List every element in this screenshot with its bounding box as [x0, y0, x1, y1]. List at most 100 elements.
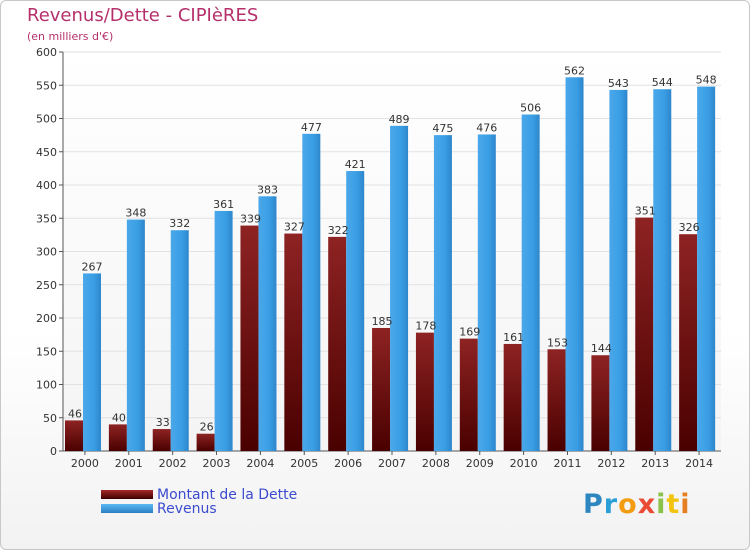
bar-dette [503, 343, 522, 451]
data-label-revenus: 475 [432, 122, 453, 135]
logo-letter: r [603, 489, 619, 520]
bar-revenus [390, 125, 409, 451]
data-label-revenus: 332 [169, 217, 190, 230]
y-tick-label: 250 [36, 279, 57, 292]
bar-revenus [214, 210, 233, 451]
bar-dette [372, 327, 391, 451]
logo-letter: t [666, 489, 681, 520]
legend-label-revenus: Revenus [157, 501, 217, 517]
bar-dette [591, 355, 610, 451]
data-label-dette: 327 [284, 221, 305, 234]
x-tick-label: 2008 [422, 457, 450, 470]
y-tick-label: 100 [36, 379, 57, 392]
bar-revenus [521, 114, 540, 451]
bar-revenus [653, 89, 672, 452]
x-tick-label: 2010 [510, 457, 538, 470]
x-tick-label: 2012 [597, 457, 625, 470]
bar-dette [415, 332, 434, 451]
data-label-dette: 185 [372, 315, 393, 328]
x-tick-label: 2009 [466, 457, 494, 470]
x-tick-label: 2014 [685, 457, 713, 470]
legend-label-dette: Montant de la Dette [157, 487, 298, 503]
data-label-dette: 339 [240, 213, 261, 226]
y-tick-label: 300 [36, 246, 57, 259]
data-label-dette: 40 [112, 411, 126, 424]
data-label-dette: 169 [459, 326, 480, 339]
x-tick-label: 2001 [115, 457, 143, 470]
x-tick-label: 2000 [71, 457, 99, 470]
data-label-revenus: 544 [652, 76, 673, 89]
bar-revenus [477, 134, 496, 451]
bar-dette [635, 217, 654, 451]
bar-dette [328, 236, 347, 451]
chart-subtitle: (en milliers d'€) [27, 30, 114, 43]
data-label-dette: 153 [547, 336, 568, 349]
bar-revenus [565, 77, 584, 452]
data-label-dette: 322 [328, 224, 349, 237]
data-label-revenus: 562 [564, 64, 585, 77]
x-tick-label: 2002 [159, 457, 187, 470]
logo-letter: P [583, 489, 604, 520]
y-tick-label: 500 [36, 113, 57, 126]
data-label-dette: 26 [200, 421, 214, 434]
data-label-revenus: 489 [389, 113, 410, 126]
data-label-dette: 161 [503, 331, 524, 344]
data-label-dette: 178 [415, 320, 436, 333]
bar-dette [65, 420, 83, 451]
bar-dette [196, 433, 215, 451]
data-label-revenus: 543 [608, 77, 629, 90]
data-label-revenus: 477 [301, 121, 322, 134]
bar-revenus [258, 196, 277, 451]
x-tick-label: 2005 [290, 457, 318, 470]
bar-dette [240, 225, 259, 451]
bar-revenus [302, 133, 321, 452]
data-label-revenus: 476 [476, 121, 497, 134]
data-label-dette: 46 [68, 407, 82, 420]
bar-revenus [83, 273, 101, 451]
data-label-dette: 326 [679, 221, 700, 234]
y-tick-label: 450 [36, 146, 57, 159]
legend-swatch-dette [101, 490, 153, 499]
logo-letter: i [680, 489, 691, 520]
y-tick-label: 0 [50, 445, 57, 458]
x-tick-label: 2011 [553, 457, 581, 470]
bar-revenus [170, 230, 189, 451]
bar-dette [152, 429, 171, 451]
y-tick-label: 150 [36, 345, 57, 358]
logo-letter: o [618, 489, 638, 520]
bar-dette [459, 338, 478, 451]
data-label-revenus: 383 [257, 183, 278, 196]
y-tick-label: 350 [36, 212, 57, 225]
y-tick-label: 50 [43, 412, 57, 425]
logo-letter: i [656, 489, 667, 520]
x-tick-label: 2003 [203, 457, 231, 470]
bar-revenus [697, 86, 716, 451]
data-label-revenus: 348 [125, 207, 146, 220]
bar-dette [108, 424, 127, 451]
legend-swatch-revenus [101, 504, 153, 513]
x-tick-label: 2013 [641, 457, 669, 470]
y-tick-label: 550 [36, 79, 57, 92]
bar-dette [547, 349, 566, 451]
data-label-revenus: 361 [213, 198, 234, 211]
y-tick-label: 200 [36, 312, 57, 325]
data-label-revenus: 267 [82, 260, 103, 273]
bar-revenus [609, 89, 628, 451]
chart-title: Revenus/Dette - CIPIèRES [27, 5, 259, 26]
x-tick-label: 2007 [378, 457, 406, 470]
x-tick-label: 2006 [334, 457, 362, 470]
data-label-revenus: 548 [696, 74, 717, 87]
x-tick-label: 2004 [246, 457, 274, 470]
proxiti-logo: Proxiti [583, 489, 691, 520]
logo-letter: x [637, 489, 657, 520]
y-tick-label: 600 [36, 46, 57, 59]
data-label-dette: 144 [591, 342, 612, 355]
data-label-dette: 351 [635, 205, 656, 218]
data-label-revenus: 506 [520, 102, 541, 115]
bar-revenus [346, 171, 365, 451]
y-tick-label: 400 [36, 179, 57, 192]
bar-revenus [433, 135, 452, 451]
data-label-dette: 33 [156, 416, 170, 429]
